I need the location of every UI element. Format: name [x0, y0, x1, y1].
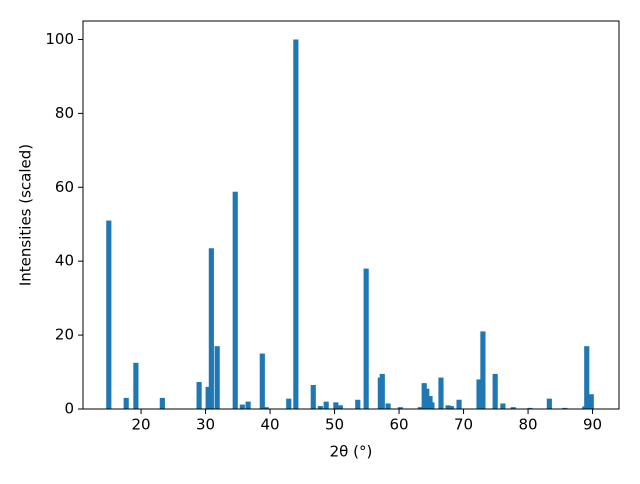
bar	[123, 397, 129, 409]
bar	[239, 404, 245, 409]
bar	[588, 394, 594, 409]
plot-frame	[82, 20, 620, 410]
y-tick-label: 20	[55, 326, 74, 344]
bar	[355, 399, 361, 409]
bar	[159, 397, 165, 409]
x-tick-label: 20	[132, 416, 151, 434]
bar	[232, 191, 238, 409]
bar	[480, 331, 486, 409]
bar	[510, 407, 516, 409]
bar	[286, 398, 292, 409]
bar	[317, 406, 323, 409]
bar	[562, 407, 568, 409]
bar	[293, 39, 299, 409]
bar	[438, 377, 444, 409]
x-tick-label: 60	[390, 416, 409, 434]
bar	[500, 403, 506, 409]
x-tick-label: 40	[261, 416, 280, 434]
bar	[259, 353, 265, 409]
bar	[397, 407, 403, 409]
y-axis-label: Intensities (scaled)	[17, 144, 35, 286]
x-tick-label: 90	[583, 416, 602, 434]
bar	[424, 388, 430, 409]
bar	[323, 401, 329, 409]
bar	[385, 403, 391, 409]
bar	[527, 407, 533, 409]
bar	[379, 373, 385, 409]
bar	[417, 407, 423, 409]
bar	[492, 373, 498, 409]
bar	[337, 405, 343, 409]
bar	[448, 406, 454, 409]
bar	[445, 405, 451, 409]
x-tick-label: 70	[454, 416, 473, 434]
bar	[205, 386, 211, 409]
bar	[333, 402, 339, 409]
y-tick-label: 0	[64, 400, 74, 418]
y-tick-label: 40	[55, 252, 74, 270]
bar	[208, 248, 214, 409]
x-tick-label: 80	[519, 416, 538, 434]
bar	[476, 379, 482, 409]
bar	[106, 220, 112, 409]
bar	[584, 346, 590, 409]
bar	[456, 399, 462, 409]
bar	[196, 382, 202, 409]
bar	[263, 407, 269, 409]
bar	[429, 402, 435, 409]
y-tick-label: 80	[55, 104, 74, 122]
y-tick-label: 100	[45, 30, 74, 48]
bar	[546, 398, 552, 409]
x-tick-label: 30	[196, 416, 215, 434]
bar	[310, 384, 316, 409]
x-axis-label: 2θ (°)	[330, 443, 373, 461]
x-tick-label: 50	[325, 416, 344, 434]
bar	[245, 401, 251, 409]
bar	[133, 362, 139, 409]
bar	[214, 346, 220, 409]
bar	[363, 268, 369, 409]
y-tick-label: 60	[55, 178, 74, 196]
